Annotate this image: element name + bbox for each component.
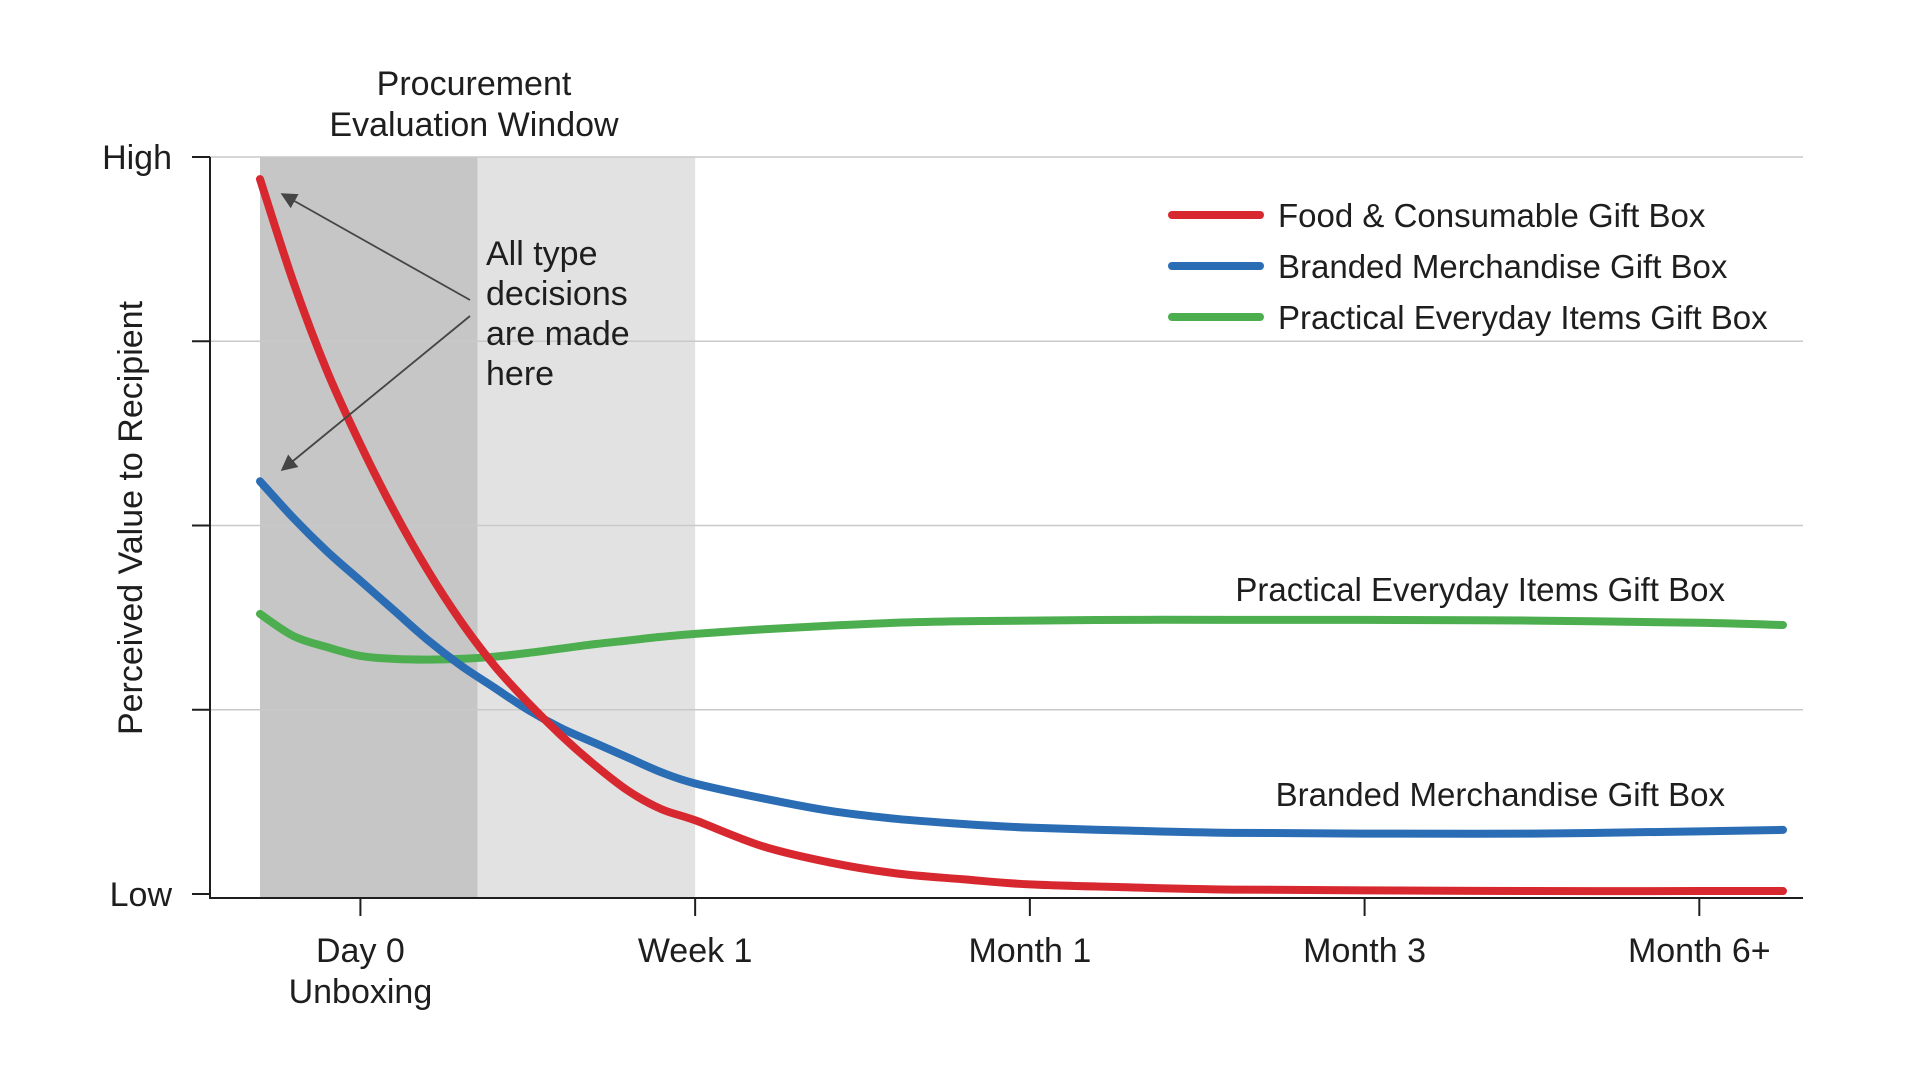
annotation-text-line: decisions bbox=[486, 275, 628, 313]
annotation-layer: All type decisions are made here bbox=[280, 193, 630, 472]
x-tick-label: Month 3 bbox=[1303, 932, 1426, 970]
axes-layer: Low High Day 0 Unboxing Week 1 Month 1 Month 3… bbox=[102, 139, 1803, 1011]
direct-labels-layer: Practical Everyday Items Gift Box Branded… bbox=[1235, 571, 1725, 813]
y-axis-label: Perceived Value to Recipient bbox=[112, 300, 150, 735]
x-tick-label: Month 1 bbox=[968, 932, 1091, 970]
shaded-region-label-line: Procurement bbox=[377, 65, 572, 103]
annotation-text-line: are made bbox=[486, 315, 630, 353]
x-tick-label-line: Month 6+ bbox=[1628, 932, 1771, 970]
y-tick-label: High bbox=[102, 139, 172, 177]
shaded-region-label: Procurement Evaluation Window bbox=[329, 65, 619, 144]
direct-series-label: Branded Merchandise Gift Box bbox=[1276, 776, 1726, 813]
x-tick-label-line: Month 3 bbox=[1303, 932, 1426, 970]
annotation-text-line: All type bbox=[486, 235, 598, 273]
x-tick-label: Day 0 Unboxing bbox=[289, 932, 433, 1011]
legend-entry-label: Branded Merchandise Gift Box bbox=[1278, 248, 1728, 285]
x-tick-label-line: Month 1 bbox=[968, 932, 1091, 970]
series-line-food-consumable-gift-box bbox=[256, 175, 1787, 896]
legend-layer: Food & Consumable Gift Box Branded Mercha… bbox=[1168, 197, 1768, 336]
shaded-region-label-line: Evaluation Window bbox=[329, 106, 619, 144]
legend-entry-label: Food & Consumable Gift Box bbox=[1278, 197, 1706, 234]
y-tick-label: Low bbox=[110, 876, 173, 914]
annotation-text-line: here bbox=[486, 355, 554, 393]
shaded-region-layer: Procurement Evaluation Window bbox=[260, 65, 696, 898]
x-tick-label-line: Week 1 bbox=[638, 932, 753, 970]
annotation-arrow-blue bbox=[280, 315, 471, 472]
x-tick-label-line: Day 0 bbox=[316, 932, 405, 970]
grid-layer bbox=[210, 156, 1803, 711]
series-line-practical-everyday-items-gift-box bbox=[256, 609, 1787, 664]
x-tick-label: Month 6+ bbox=[1628, 932, 1771, 970]
series-line-branded-merchandise-gift-box bbox=[256, 477, 1787, 838]
x-tick-label: Week 1 bbox=[638, 932, 753, 970]
axis-frame bbox=[209, 157, 1803, 899]
legend-entry-label: Practical Everyday Items Gift Box bbox=[1278, 299, 1768, 336]
annotation-text: All type decisions are made here bbox=[486, 235, 630, 393]
x-tick-label-line: Unboxing bbox=[289, 973, 433, 1011]
direct-series-label: Practical Everyday Items Gift Box bbox=[1235, 571, 1725, 608]
annotation-arrow-red bbox=[280, 193, 471, 301]
series-layer bbox=[256, 175, 1787, 896]
